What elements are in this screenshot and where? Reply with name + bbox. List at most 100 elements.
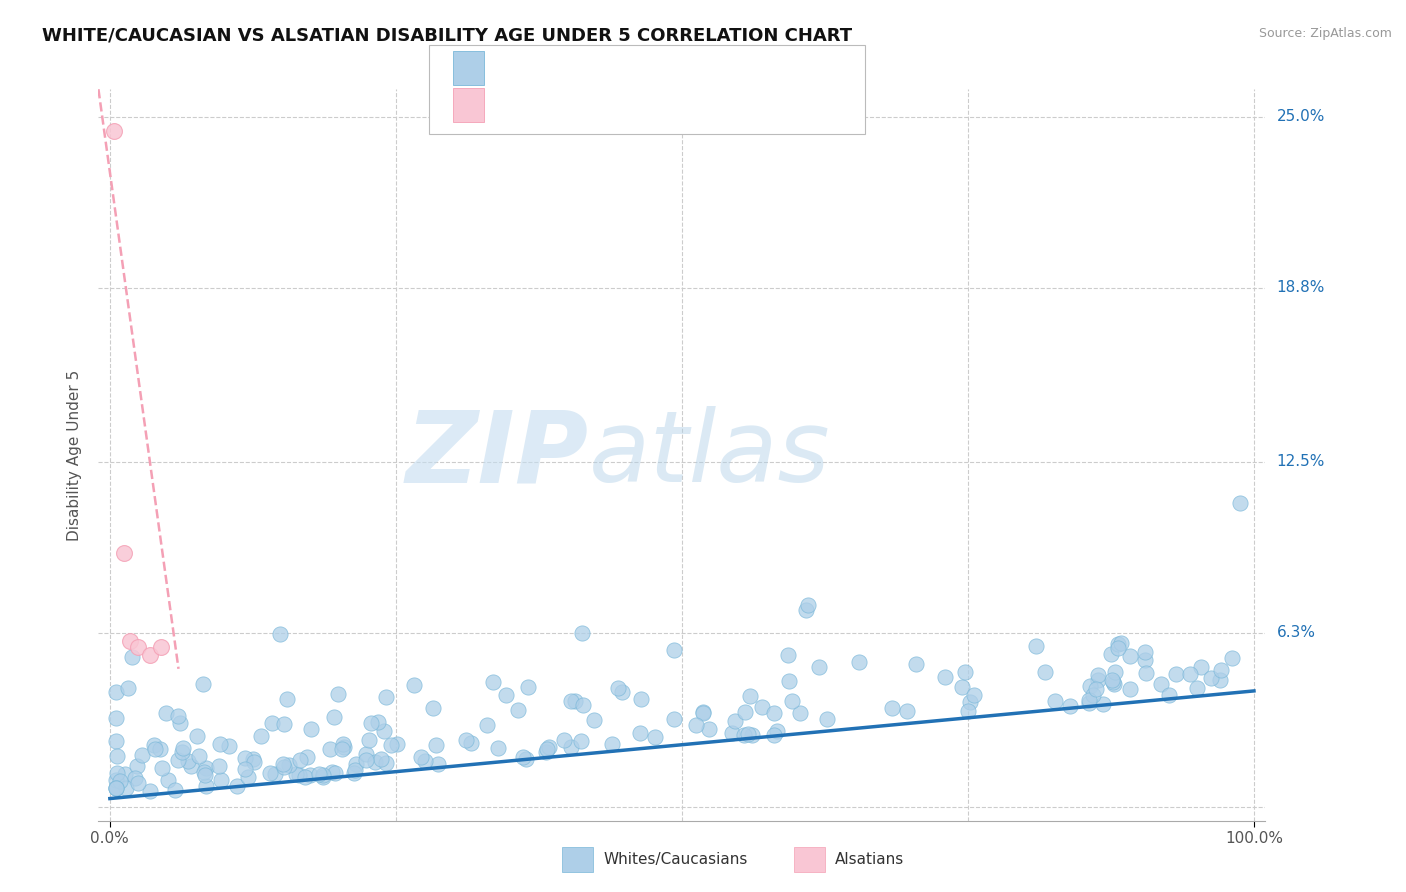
Point [1109, 636, 1132, 650]
Point [167, 708, 190, 723]
Point [630, 692, 652, 706]
Point [1189, 659, 1212, 673]
Point [165, 783, 187, 797]
Point [1092, 697, 1115, 711]
Point [193, 765, 215, 780]
Point [517, 680, 540, 694]
Point [536, 742, 558, 756]
Text: 0.441: 0.441 [540, 99, 592, 117]
Point [1220, 651, 1243, 665]
Point [321, 764, 343, 779]
Point [1080, 679, 1102, 693]
Point [375, 690, 398, 705]
Point [1033, 665, 1056, 679]
Point [127, 776, 149, 790]
Point [950, 681, 973, 695]
Text: WHITE/CAUCASIAN VS ALSATIAN DISABILITY AGE UNDER 5 CORRELATION CHART: WHITE/CAUCASIAN VS ALSATIAN DISABILITY A… [42, 27, 852, 45]
Point [1059, 698, 1081, 713]
Point [344, 757, 367, 772]
Point [209, 773, 232, 788]
Text: 25.0%: 25.0% [1277, 110, 1324, 124]
Point [127, 758, 149, 772]
Point [226, 779, 249, 793]
Point [138, 784, 160, 798]
Point [1166, 667, 1188, 681]
Point [298, 768, 321, 782]
Point [326, 687, 349, 701]
Point [242, 752, 264, 766]
Point [269, 627, 291, 641]
Point [170, 745, 193, 759]
Point [460, 736, 482, 750]
Point [1078, 692, 1101, 706]
Point [273, 717, 295, 731]
Text: Alsatians: Alsatians [835, 853, 904, 867]
Point [105, 765, 128, 780]
Point [495, 688, 517, 702]
Point [332, 737, 354, 751]
Point [149, 741, 172, 756]
Point [512, 750, 534, 764]
Point [186, 729, 208, 743]
Point [243, 755, 266, 769]
Point [104, 711, 127, 725]
Point [188, 749, 211, 764]
Point [370, 752, 392, 766]
Point [560, 694, 582, 708]
Point [815, 712, 838, 726]
Point [426, 757, 449, 772]
Text: R =: R = [495, 99, 531, 117]
Point [359, 732, 381, 747]
Point [1209, 663, 1232, 677]
Point [233, 751, 256, 765]
Point [236, 770, 259, 784]
Point [127, 640, 149, 654]
Point [195, 779, 218, 793]
Point [1135, 665, 1157, 680]
Point [262, 716, 284, 731]
Point [606, 681, 628, 696]
Text: 6.3%: 6.3% [1277, 625, 1316, 640]
Point [1199, 671, 1222, 685]
Point [515, 752, 537, 766]
Point [808, 659, 831, 673]
Point [124, 771, 146, 785]
Point [115, 780, 138, 795]
Point [789, 706, 811, 720]
Point [354, 754, 377, 768]
Point [373, 724, 395, 739]
Point [553, 733, 575, 747]
Point [1087, 673, 1109, 688]
Point [166, 753, 188, 767]
Point [112, 546, 135, 560]
Point [537, 739, 560, 754]
Point [741, 727, 763, 741]
Point [1208, 673, 1230, 687]
Point [143, 739, 166, 753]
Point [425, 738, 447, 752]
Point [169, 715, 191, 730]
Point [796, 598, 818, 612]
Point [375, 756, 398, 770]
Point [323, 765, 346, 780]
Point [724, 714, 747, 729]
Point [404, 678, 426, 692]
Point [778, 648, 800, 662]
Point [323, 709, 346, 723]
Point [1157, 688, 1180, 702]
Text: ZIP: ZIP [405, 407, 589, 503]
Point [271, 757, 294, 772]
Point [104, 781, 127, 796]
Point [848, 655, 870, 669]
Point [454, 733, 477, 747]
Point [1087, 668, 1109, 682]
Point [880, 700, 903, 714]
Point [312, 768, 335, 782]
Point [343, 766, 366, 780]
Point [1101, 673, 1123, 687]
Text: 12.5%: 12.5% [1277, 454, 1324, 469]
Point [380, 738, 402, 752]
Point [1119, 648, 1142, 663]
Point [963, 688, 986, 702]
Point [150, 640, 173, 654]
